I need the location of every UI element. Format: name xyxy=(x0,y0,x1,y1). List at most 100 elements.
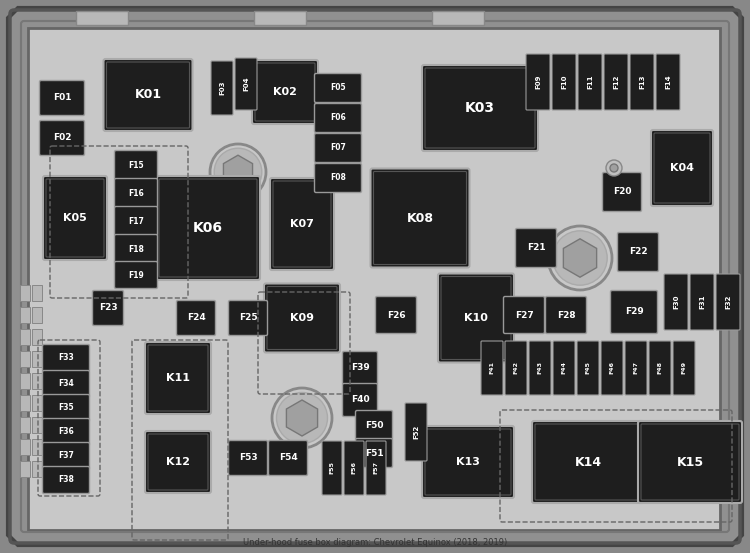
Text: F39: F39 xyxy=(350,363,369,373)
Text: F48: F48 xyxy=(658,362,662,374)
Bar xyxy=(254,11,306,25)
FancyBboxPatch shape xyxy=(43,345,89,372)
FancyBboxPatch shape xyxy=(104,59,193,131)
Text: F16: F16 xyxy=(128,189,144,197)
FancyBboxPatch shape xyxy=(656,54,680,110)
FancyBboxPatch shape xyxy=(515,228,556,268)
FancyBboxPatch shape xyxy=(505,341,527,395)
Text: F44: F44 xyxy=(562,362,566,374)
FancyBboxPatch shape xyxy=(115,150,158,180)
Text: F03: F03 xyxy=(219,81,225,95)
FancyBboxPatch shape xyxy=(252,60,318,124)
FancyBboxPatch shape xyxy=(40,81,85,116)
Text: K04: K04 xyxy=(670,163,694,173)
FancyBboxPatch shape xyxy=(314,164,362,192)
Text: F28: F28 xyxy=(556,310,575,320)
FancyBboxPatch shape xyxy=(211,61,233,115)
Bar xyxy=(32,417,42,433)
FancyBboxPatch shape xyxy=(651,130,713,206)
Polygon shape xyxy=(8,8,742,545)
FancyBboxPatch shape xyxy=(577,341,599,395)
FancyBboxPatch shape xyxy=(604,54,628,110)
FancyBboxPatch shape xyxy=(690,274,714,330)
Text: F15: F15 xyxy=(128,160,144,170)
Text: F30: F30 xyxy=(673,295,679,309)
Text: F45: F45 xyxy=(586,362,590,374)
FancyBboxPatch shape xyxy=(229,300,268,336)
FancyBboxPatch shape xyxy=(481,341,503,395)
Text: K06: K06 xyxy=(193,221,223,235)
Bar xyxy=(32,329,42,345)
Text: K13: K13 xyxy=(456,457,480,467)
Text: K08: K08 xyxy=(406,211,433,225)
Text: F01: F01 xyxy=(53,93,71,102)
FancyBboxPatch shape xyxy=(545,296,586,333)
FancyBboxPatch shape xyxy=(235,58,257,110)
FancyBboxPatch shape xyxy=(664,274,688,330)
FancyBboxPatch shape xyxy=(268,441,308,476)
Text: K05: K05 xyxy=(63,213,87,223)
Text: F49: F49 xyxy=(682,362,686,374)
FancyBboxPatch shape xyxy=(673,341,695,395)
Text: F22: F22 xyxy=(628,248,647,257)
Text: F09: F09 xyxy=(535,75,541,89)
Text: F14: F14 xyxy=(665,75,671,90)
Bar xyxy=(32,307,42,323)
FancyBboxPatch shape xyxy=(630,54,654,110)
Text: K12: K12 xyxy=(166,457,190,467)
Text: F24: F24 xyxy=(187,314,206,322)
FancyBboxPatch shape xyxy=(422,65,538,151)
FancyBboxPatch shape xyxy=(716,274,740,330)
FancyBboxPatch shape xyxy=(532,421,644,503)
FancyBboxPatch shape xyxy=(322,441,342,495)
Text: K07: K07 xyxy=(290,219,314,229)
Text: F12: F12 xyxy=(613,75,619,89)
Bar xyxy=(20,329,30,345)
FancyBboxPatch shape xyxy=(314,103,362,133)
Text: F56: F56 xyxy=(352,462,356,474)
FancyBboxPatch shape xyxy=(617,232,658,272)
Polygon shape xyxy=(28,28,720,530)
FancyBboxPatch shape xyxy=(503,296,544,333)
FancyBboxPatch shape xyxy=(264,284,340,352)
Text: F46: F46 xyxy=(610,362,614,374)
Text: F08: F08 xyxy=(330,174,346,182)
Bar xyxy=(20,417,30,433)
FancyBboxPatch shape xyxy=(314,74,362,102)
FancyBboxPatch shape xyxy=(314,133,362,163)
Bar xyxy=(32,285,42,301)
Text: F54: F54 xyxy=(279,453,297,462)
Bar xyxy=(32,373,42,389)
Text: F38: F38 xyxy=(58,476,74,484)
Text: F35: F35 xyxy=(58,404,74,413)
Circle shape xyxy=(548,226,612,290)
Text: F25: F25 xyxy=(238,314,257,322)
FancyBboxPatch shape xyxy=(638,421,742,503)
Circle shape xyxy=(610,164,618,172)
Text: F50: F50 xyxy=(364,420,383,430)
Bar xyxy=(32,351,42,367)
Text: F20: F20 xyxy=(613,187,632,196)
Circle shape xyxy=(210,144,266,200)
FancyBboxPatch shape xyxy=(115,179,158,207)
FancyBboxPatch shape xyxy=(40,121,85,155)
FancyBboxPatch shape xyxy=(343,352,377,384)
Text: F57: F57 xyxy=(374,462,379,474)
FancyBboxPatch shape xyxy=(229,441,268,476)
Bar xyxy=(32,461,42,477)
Text: F05: F05 xyxy=(330,84,346,92)
FancyBboxPatch shape xyxy=(115,234,158,263)
Text: K02: K02 xyxy=(273,87,297,97)
Text: K15: K15 xyxy=(676,456,703,468)
Text: Under-hood fuse box diagram: Chevrolet Equinox (2018, 2019): Under-hood fuse box diagram: Chevrolet E… xyxy=(243,538,507,547)
FancyBboxPatch shape xyxy=(552,54,576,110)
FancyBboxPatch shape xyxy=(92,290,124,326)
Bar xyxy=(20,351,30,367)
FancyBboxPatch shape xyxy=(529,341,551,395)
FancyBboxPatch shape xyxy=(553,341,575,395)
Bar xyxy=(432,11,484,25)
Circle shape xyxy=(214,148,262,196)
Bar xyxy=(76,11,128,25)
Bar xyxy=(20,395,30,411)
Text: F29: F29 xyxy=(625,307,644,316)
